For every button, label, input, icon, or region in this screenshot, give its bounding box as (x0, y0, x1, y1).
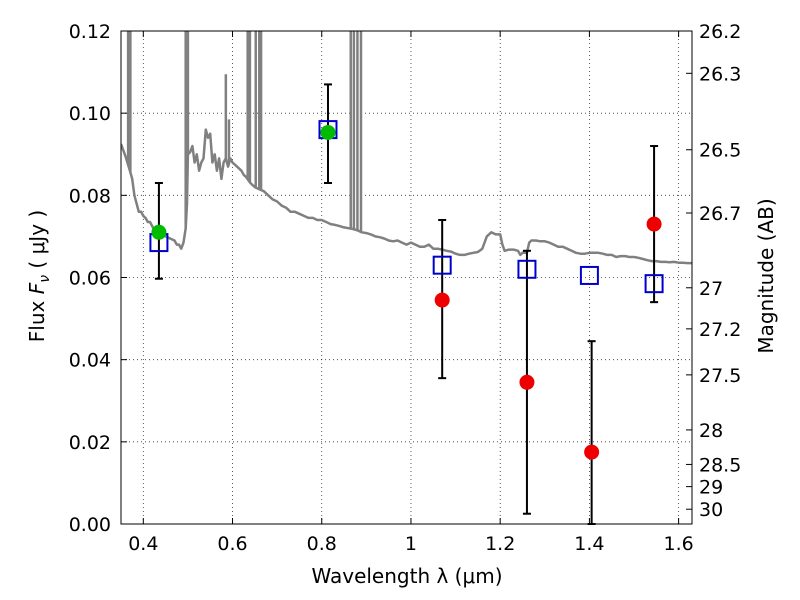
y2-tick-label: 26.5 (699, 140, 741, 162)
model-square (579, 265, 599, 285)
data-points-layer (151, 124, 662, 460)
tick-layer (121, 30, 692, 525)
y2-tick-label: 30 (699, 499, 723, 521)
x-tick-label: 0.6 (217, 533, 247, 555)
x-tick-label: 0.4 (128, 533, 158, 555)
y2-tick-label: 28.5 (699, 454, 741, 476)
y2-tick-label: 27.5 (699, 365, 741, 387)
measured-point (646, 216, 662, 232)
x-tick-label: 1.2 (485, 533, 515, 555)
y-axis-title: Flux Fν ( μJy ) (25, 210, 53, 342)
y2-tick-label: 27 (699, 278, 723, 300)
grid-layer (121, 31, 692, 524)
x-axis-title: Wavelength λ (μm) (311, 564, 502, 588)
measured-point (519, 374, 535, 390)
y-tick-label: 0.04 (69, 350, 111, 372)
x-tick-label: 1 (405, 533, 417, 555)
y-axis-title-prefix: Flux (25, 294, 49, 342)
x-tick-label: 0.8 (307, 533, 337, 555)
spectrum-layer (121, 31, 692, 265)
y-tick-label: 0.02 (69, 432, 111, 454)
y2-tick-label: 27.2 (699, 319, 741, 341)
plot-frame (120, 30, 693, 525)
y-tick-label: 0.08 (69, 185, 111, 207)
y2-tick-label: 26.3 (699, 63, 741, 85)
x-tick-label: 1.6 (664, 533, 694, 555)
y-axis-title-suffix: ( μJy ) (25, 210, 49, 275)
spectrum-line (121, 128, 692, 265)
measured-point (434, 292, 450, 308)
y2-tick-label: 29 (699, 477, 723, 499)
model-points-layer (149, 120, 664, 294)
y2-tick-label: 26.2 (699, 21, 741, 43)
y2-axis-title: Magnitude (AB) (754, 198, 778, 353)
y-axis-title-symbol-sub: ν (37, 275, 53, 283)
y-axis-title-symbol: F (25, 282, 49, 294)
model-square (432, 255, 452, 275)
y2-tick-label: 26.7 (699, 203, 741, 225)
y-tick-label: 0.06 (69, 268, 111, 290)
x-tick-label: 1.4 (574, 533, 604, 555)
tick-label-layer: 0.4 0.6 0.8 1 1.2 1.4 1.6 0.00 0.02 0.04 0.06 0.08 0… (69, 21, 742, 555)
y2-tick-label: 28 (699, 420, 723, 442)
measured-point (584, 444, 600, 460)
y-tick-label: 0.12 (69, 21, 111, 43)
detected-point (151, 224, 167, 240)
y-tick-label: 0.00 (69, 514, 111, 536)
errorbar-layer (154, 83, 659, 525)
model-square (517, 259, 537, 279)
y-tick-label: 0.10 (69, 103, 111, 125)
model-square (644, 274, 664, 294)
detected-point (320, 124, 336, 140)
